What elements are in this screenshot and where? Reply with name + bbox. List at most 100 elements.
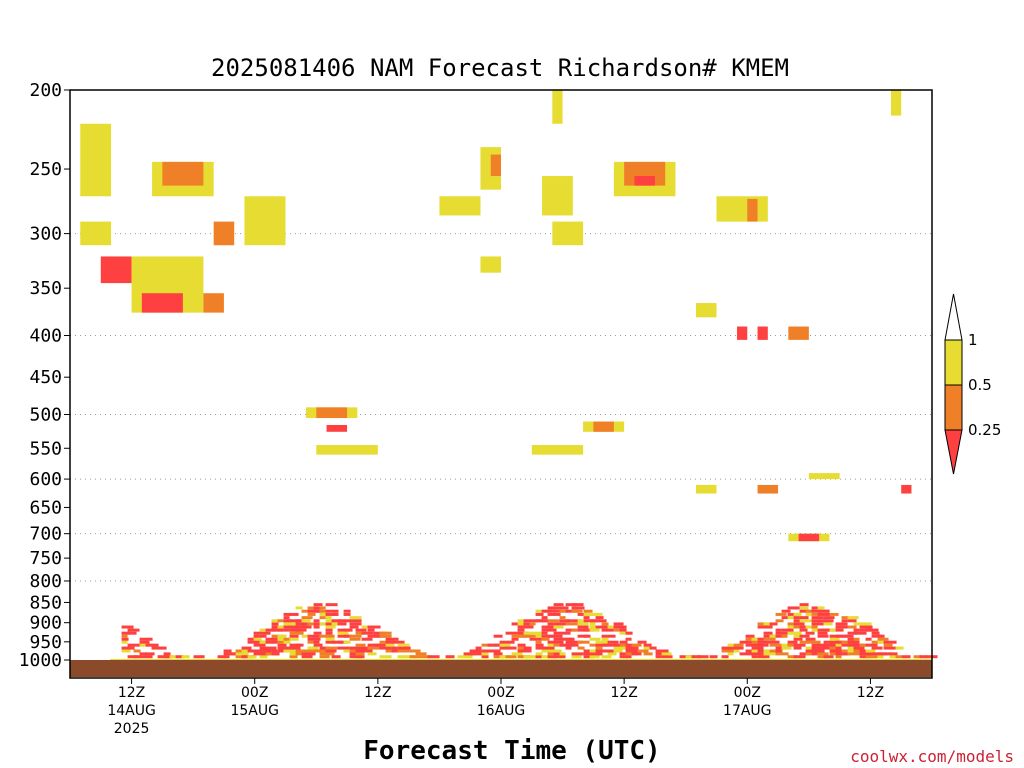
pbl-cell — [511, 652, 523, 656]
pbl-cell — [271, 640, 281, 644]
pbl-cell — [835, 622, 843, 626]
pbl-cell — [145, 652, 155, 656]
pbl-cell — [511, 637, 519, 641]
pbl-cell — [829, 646, 841, 650]
pbl-cell — [325, 616, 332, 620]
pbl-cell — [235, 649, 245, 653]
pbl-cell — [175, 655, 184, 659]
pbl-cell — [283, 625, 291, 629]
pbl-cell — [793, 625, 805, 629]
pbl-cell — [463, 655, 473, 659]
pbl-cell — [601, 655, 612, 659]
pbl-cell — [799, 619, 808, 623]
pbl-cell — [577, 622, 589, 626]
pbl-cell — [325, 646, 338, 650]
pbl-cell — [829, 612, 839, 616]
pbl-cell — [277, 649, 284, 653]
pbl-cell — [805, 612, 812, 616]
pbl-cell — [253, 631, 261, 635]
x-tick-label: 12Z — [857, 685, 884, 701]
y-tick-label-350: 350 — [29, 278, 62, 299]
pbl-cell — [805, 640, 813, 644]
pbl-cell — [553, 655, 560, 659]
pbl-cell — [871, 640, 882, 644]
pbl-cell — [583, 652, 594, 656]
x-tick-label: 00Z — [487, 685, 514, 701]
pbl-cell — [883, 646, 897, 650]
pbl-cell — [331, 612, 339, 616]
colorbar-above-1 — [944, 293, 963, 341]
pbl-cell — [631, 649, 638, 653]
pbl-cell — [469, 649, 482, 653]
pbl-cell — [133, 655, 141, 659]
pbl-cell — [823, 622, 833, 626]
pbl-cell — [583, 628, 594, 632]
pbl-cell — [757, 643, 769, 647]
pbl-cell — [325, 631, 333, 635]
pbl-cell — [625, 631, 633, 635]
pbl-cell — [565, 640, 575, 644]
pbl-cell — [829, 652, 839, 656]
pbl-cell — [283, 612, 292, 616]
pbl-cell — [865, 655, 878, 659]
pbl-cell — [601, 643, 615, 647]
pbl-cell — [289, 646, 301, 650]
pbl-cell — [571, 652, 584, 656]
pbl-cell — [607, 634, 616, 638]
pbl-cell — [325, 609, 332, 613]
pbl-cell — [541, 649, 555, 653]
pbl-cell — [373, 643, 387, 647]
pbl-cell — [883, 643, 893, 647]
pbl-cell — [721, 655, 729, 659]
pbl-cell — [625, 655, 632, 659]
pbl-cell — [847, 631, 858, 635]
pbl-cell — [553, 603, 564, 607]
y-axis-ticks: 200 250 300 350 400 450 500 550 600 650 700 7508008… — [19, 80, 70, 671]
x-tick-label: 16AUG — [477, 703, 526, 719]
pbl-cell — [769, 634, 779, 638]
pbl-cell — [793, 612, 802, 616]
pbl-cell — [523, 646, 532, 650]
pbl-cell — [565, 603, 577, 607]
ri-region — [213, 221, 235, 246]
pbl-cell — [853, 628, 860, 632]
pbl-cell — [379, 646, 391, 650]
pbl-cell — [409, 649, 421, 653]
pbl-cell — [775, 649, 782, 653]
pbl-cell — [289, 643, 301, 647]
pbl-cell — [847, 652, 861, 656]
pbl-cell — [325, 625, 336, 629]
pbl-cell — [535, 634, 543, 638]
pbl-cell — [385, 640, 394, 644]
ri-region — [542, 176, 573, 216]
pbl-cell — [757, 622, 769, 626]
pbl-cell — [349, 637, 361, 641]
pbl-cell — [361, 637, 373, 641]
pbl-cell — [295, 643, 304, 647]
pbl-cell — [409, 655, 422, 659]
pbl-cell — [763, 652, 777, 656]
pbl-cell — [445, 655, 455, 659]
pbl-cell — [577, 646, 585, 650]
pbl-cell — [625, 646, 639, 650]
pbl-cell — [127, 631, 137, 635]
ri-region — [552, 221, 584, 246]
pbl-cell — [661, 652, 672, 656]
pbl-cell — [325, 603, 338, 607]
pbl-cell — [799, 634, 810, 638]
pbl-cell — [781, 643, 789, 647]
pbl-cell — [793, 655, 806, 659]
pbl-cell — [781, 646, 792, 650]
pbl-cell — [127, 646, 135, 650]
pbl-cell — [757, 655, 766, 659]
pbl-cell — [163, 652, 171, 656]
y-tick-label-700: 700 — [29, 524, 62, 545]
pbl-cell — [505, 640, 515, 644]
pbl-cell — [493, 634, 503, 638]
pbl-cell — [547, 612, 561, 616]
pbl-cell — [253, 637, 262, 641]
y-tick-label-200: 200 — [29, 80, 62, 101]
pbl-cell — [847, 640, 858, 644]
pbl-cell — [379, 655, 392, 659]
